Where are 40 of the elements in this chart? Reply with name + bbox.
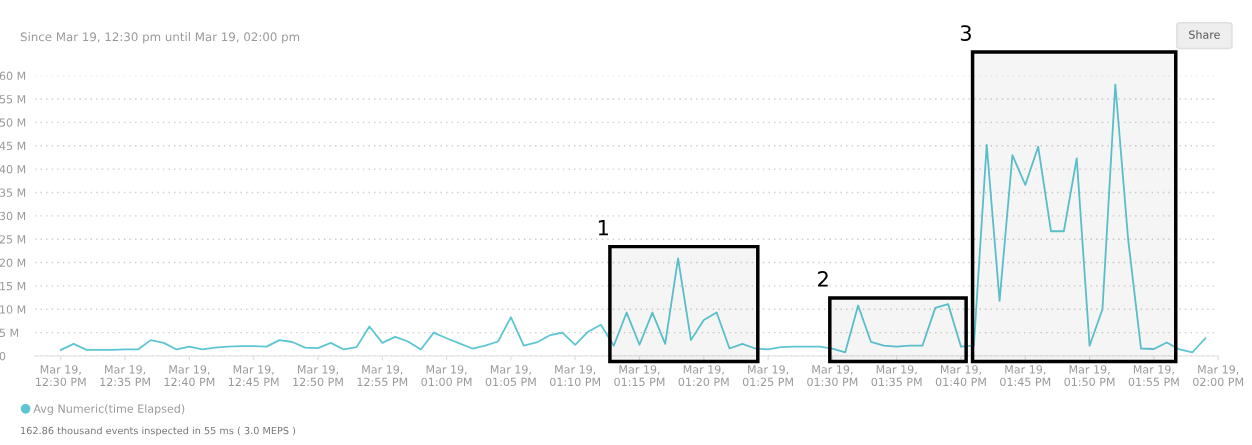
band-label: 2 [818,271,828,287]
line-series [59,83,1207,354]
y-tick-label: 45 M [0,141,26,151]
y-tick-label: 5 M [0,328,19,338]
x-tick-label: Mar 19, 12:50 PM [293,365,343,387]
x-tick-label: Mar 19, 12:45 PM [228,365,279,387]
x-tick-label: Mar 19, 01:50 PM [1064,365,1115,387]
x-tick-label: Mar 19, 12:30 PM [36,365,86,387]
x-tick-label: Mar 19, 12:35 PM [100,365,150,387]
y-tick-label: 20 M [0,258,26,267]
y-tick-label: 25 M [0,235,26,244]
x-tick-label: Mar 19, 12:55 PM [357,365,408,387]
y-tick-label: 30 M [0,211,26,221]
y-tick-label: 15 M [0,282,26,291]
text: 162.86 thousand events inspected in 55 ms ( 3.0 MEPS ) [21,426,296,437]
x-tick-label: Mar 19, 01:45 PM [1000,365,1051,387]
chart-title: Since Mar 19, 12:30 pm until Mar 19, 02:00 pm [20,32,300,44]
y-tick-label: 60 M [0,71,26,81]
y-tick-label: 55 M [0,95,26,104]
y-tick-label: 50 M [0,118,26,127]
x-tick-label: Mar 19, 01:30 PM [807,365,858,387]
y-tick-label: 10 M [0,305,26,314]
y-tick-label: 40 M [0,165,26,174]
legend-label: Avg Numeric(time Elapsed) [33,404,185,415]
text: Share [1189,30,1220,39]
x-tick-label: Mar 19, 02:00 PM [1193,365,1244,387]
band-label: 3 [960,25,971,41]
y-tick-label: 0 [0,351,6,361]
x-tick-label: Mar 19, 01:35 PM [871,365,922,387]
x-tick-label: Mar 19, 01:55 PM [1128,365,1179,387]
x-tick-label: Mar 19, 01:40 PM [935,365,986,387]
y-tick-label: 35 M [0,188,26,197]
x-tick-label: Mar 19, 01:00 PM [421,365,472,387]
x-tick-label: Mar 19, 01:25 PM [742,365,793,387]
band-label: 1 [598,220,608,236]
x-tick-label: Mar 19, 01:20 PM [678,365,729,387]
x-tick-label: Mar 19, 12:40 PM [164,365,215,387]
x-tick-label: Mar 19, 01:15 PM [614,365,665,387]
x-tick-label: Mar 19, 01:10 PM [550,365,601,387]
x-tick-label: Mar 19, 01:05 PM [485,365,536,387]
